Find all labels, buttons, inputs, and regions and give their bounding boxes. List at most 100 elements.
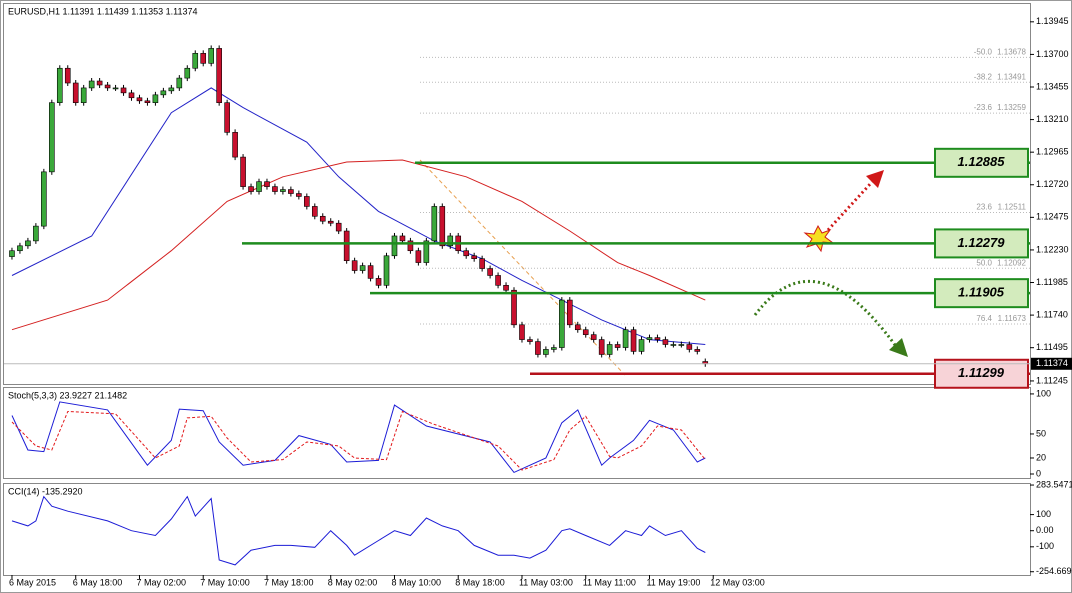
candle-body: [128, 92, 135, 99]
candle-body: [96, 80, 103, 86]
arrows: [753, 170, 908, 357]
x-tick-label: 6 May 18:00: [73, 577, 123, 587]
candle-body: [519, 324, 525, 340]
green-arrow: [753, 279, 897, 346]
candle-body: [487, 268, 493, 276]
y-tick-label: 283.5471: [1036, 479, 1072, 489]
candle-body: [311, 206, 318, 217]
candle-body: [367, 265, 374, 279]
candle-body: [551, 347, 557, 350]
y-tick-label: 100: [1036, 388, 1051, 398]
candle-body: [686, 344, 693, 350]
candle-body: [248, 186, 254, 192]
candle-body: [479, 258, 485, 269]
candle-body: [694, 349, 701, 352]
candle-body: [598, 339, 605, 355]
green-arrowhead: [889, 338, 908, 357]
candle-body: [184, 67, 191, 79]
y-tick-label: 1.12720: [1036, 179, 1069, 189]
candle-body: [49, 102, 55, 173]
y-tick-label: 1.13700: [1036, 49, 1069, 59]
candle-body: [72, 82, 79, 103]
cci-pane: [3, 483, 1031, 576]
candle-body: [80, 87, 87, 103]
candle-body: [343, 230, 350, 262]
candle-body: [224, 102, 230, 133]
fib-level: 76.4: [976, 314, 992, 323]
y-tick-label: 100: [1036, 509, 1051, 519]
level-box: [934, 228, 1029, 259]
level-label: 1.12279: [958, 235, 1006, 250]
candle-body: [463, 250, 469, 257]
candle-body: [41, 171, 47, 227]
x-tick-label: 7 May 02:00: [136, 577, 186, 587]
candle-body: [614, 344, 621, 348]
candle-body: [399, 235, 406, 242]
candle-body: [264, 181, 270, 187]
candle-body: [654, 337, 661, 340]
candle-body: [296, 193, 302, 197]
candle-body: [574, 324, 581, 331]
candle-body: [64, 67, 71, 84]
x-tick-label: 11 May 19:00: [646, 577, 700, 587]
x-tick-label: 8 May 18:00: [455, 577, 505, 587]
candle-body: [407, 240, 414, 252]
y-tick-label: -254.6690: [1036, 566, 1072, 576]
x-tick-label: 7 May 18:00: [264, 577, 314, 587]
level-label: 1.11905: [958, 285, 1005, 300]
candle-body: [319, 215, 326, 222]
candle-body: [88, 80, 95, 89]
candle-body: [559, 299, 565, 348]
indicator-line: [11, 87, 706, 345]
indicator-line: [11, 495, 706, 566]
candle-body: [256, 181, 262, 192]
candle-body: [383, 255, 390, 286]
candle-body: [272, 186, 278, 192]
candle-body: [335, 222, 342, 232]
price-tag: [1031, 357, 1072, 370]
candle-body: [33, 225, 39, 242]
fib-price: 1.12092: [997, 258, 1026, 267]
y-tick-label: 1.11740: [1036, 309, 1068, 319]
candle-body: [192, 53, 199, 69]
level-box: [934, 147, 1029, 178]
x-tick-label: 8 May 10:00: [391, 577, 441, 587]
level-label: 1.11299: [958, 365, 1005, 380]
y-tick-label: 1.11245: [1036, 375, 1068, 385]
stoch-pane: [3, 387, 1031, 479]
fib-level: 50.0: [976, 258, 992, 267]
price-tag-label: 1.11374: [1036, 358, 1068, 368]
candle-body: [136, 97, 143, 102]
x-tick-label: 6 May 2015: [9, 577, 56, 587]
fib-level: 23.6: [976, 203, 992, 212]
x-tick-label: 11 May 03:00: [519, 577, 573, 587]
fib-level: -50.0: [974, 47, 993, 56]
candle-body: [240, 156, 246, 187]
candle-body: [543, 349, 549, 355]
candle-body: [630, 329, 637, 352]
candle-body: [17, 245, 23, 252]
main-pane: [3, 3, 1031, 385]
candle-body: [144, 100, 151, 103]
fib-price: 1.13678: [997, 47, 1026, 56]
candle-body: [288, 189, 294, 194]
candle-body: [503, 285, 509, 291]
candle-body: [447, 235, 454, 247]
fib-price: 1.12511: [998, 203, 1027, 212]
x-tick-label: 8 May 02:00: [328, 577, 378, 587]
candle-body: [327, 220, 334, 224]
chart-title: Stoch(5,3,3) 23.9227 21.1482: [8, 390, 127, 400]
candle-body: [670, 344, 677, 346]
fib-level: -23.6: [974, 103, 993, 112]
y-tick-label: 1.12475: [1036, 212, 1069, 222]
candle-body: [590, 334, 597, 340]
candle-body: [216, 48, 222, 103]
x-tick-label: 12 May 03:00: [710, 577, 765, 587]
candle-body: [112, 87, 119, 90]
indicator-line: [11, 401, 706, 474]
candle-body: [566, 299, 573, 326]
candle-body: [168, 87, 175, 92]
candle-body: [622, 329, 629, 348]
x-tick-label: 11 May 11:00: [583, 577, 636, 587]
